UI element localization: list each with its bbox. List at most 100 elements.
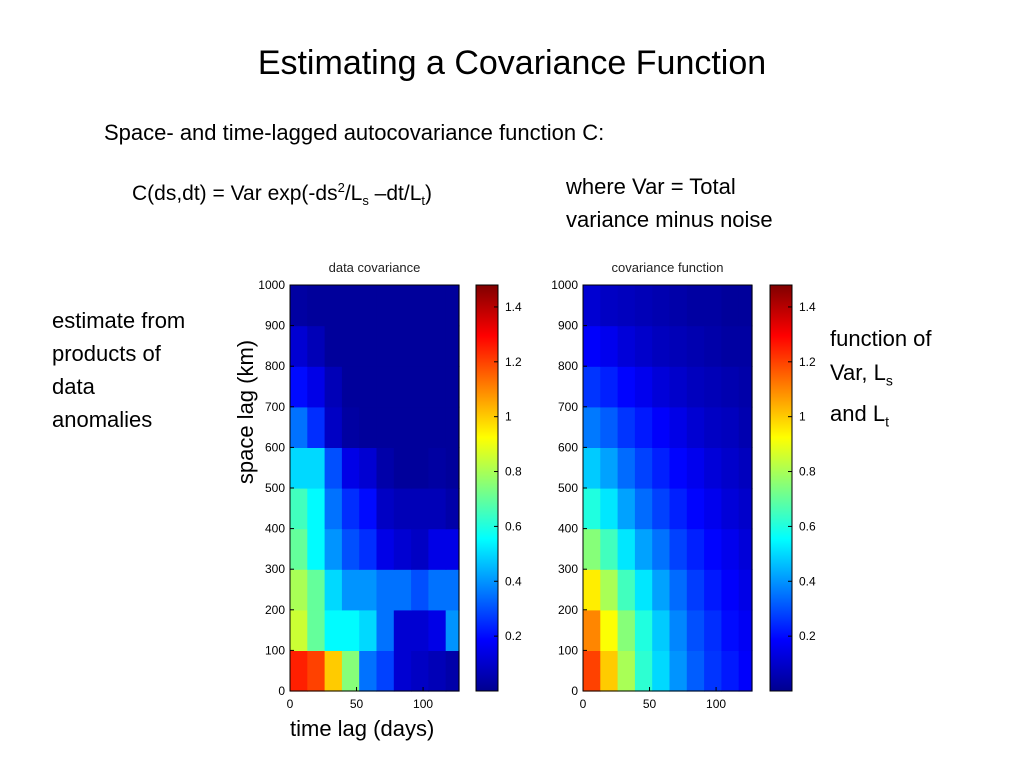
x-tick-label: 50 (350, 697, 364, 711)
heatmap-cell (376, 406, 395, 448)
heatmap-title-1: data covariance (329, 260, 421, 275)
heatmap-cell (411, 447, 429, 489)
heatmap-cell (445, 488, 460, 530)
heatmap-cell (738, 569, 753, 611)
heatmap-cell (738, 366, 753, 408)
heatmap-cell (307, 285, 326, 327)
colorbar-tick-label: 1.2 (799, 355, 816, 369)
colorbar-tick-label: 0.8 (505, 465, 522, 479)
heatmap-cell (290, 569, 308, 611)
heatmap-cell (393, 650, 412, 692)
variance-note-line-1: where Var = Total (566, 174, 736, 199)
left-annotation-line-3: data (52, 374, 95, 399)
heatmap-cell (341, 366, 360, 408)
heatmap-cell (324, 528, 343, 570)
y-tick-label: 0 (571, 684, 578, 698)
heatmap-cell (583, 609, 601, 651)
left-annotation-line-2: products of (52, 341, 161, 366)
heatmap-cell (428, 650, 447, 692)
heatmap-cell (290, 488, 308, 530)
heatmap-cell (686, 569, 705, 611)
heatmap-cell (634, 406, 653, 448)
colorbar-tick-label: 0.2 (799, 629, 816, 643)
right-annotation: function of Var, Ls and Lt (830, 322, 932, 439)
heatmap-cell (376, 609, 395, 651)
heatmap-cell (634, 488, 653, 530)
heatmap-cell (324, 447, 343, 489)
heatmap-cell (290, 528, 308, 570)
heatmap-cell (290, 366, 308, 408)
heatmap-cell (617, 488, 636, 530)
heatmap-cell (445, 569, 460, 611)
heatmap-cell (393, 406, 412, 448)
y-tick-label: 300 (558, 562, 578, 576)
heatmap-cell (307, 447, 326, 489)
heatmap-cell (704, 569, 722, 611)
colorbar-tick-label: 1 (505, 410, 512, 424)
heatmap-cell (341, 325, 360, 367)
heatmap-cell (600, 528, 619, 570)
heatmap-cell (445, 528, 460, 570)
heatmap-cell (290, 325, 308, 367)
heatmap-cell (652, 325, 671, 367)
heatmap-cell (341, 406, 360, 448)
colorbar-tick-label: 0.4 (799, 574, 816, 588)
y-tick-label: 100 (265, 643, 285, 657)
heatmap-cell (669, 609, 688, 651)
y-tick-label: 900 (558, 319, 578, 333)
heatmap-cell (290, 609, 308, 651)
heatmap-cell (324, 569, 343, 611)
heatmap-cell (738, 488, 753, 530)
heatmap-cell (583, 406, 601, 448)
heatmap-cell (290, 406, 308, 448)
y-tick-label: 300 (265, 562, 285, 576)
heatmap-cell (600, 650, 619, 692)
heatmap-cell (324, 325, 343, 367)
heatmap-cell (686, 650, 705, 692)
heatmap-cell (669, 488, 688, 530)
heatmap-cell (411, 325, 429, 367)
heatmap-cell (583, 488, 601, 530)
y-tick-label: 0 (278, 684, 285, 698)
colorbar-tick-label: 0.8 (799, 465, 816, 479)
x-tick-label: 0 (287, 697, 294, 711)
heatmap-cell (393, 528, 412, 570)
y-tick-label: 400 (558, 522, 578, 536)
heatmap-cell (376, 650, 395, 692)
heatmap-cell (704, 488, 722, 530)
heatmap-cell (617, 366, 636, 408)
heatmap-cell (738, 447, 753, 489)
variance-note-line-2: variance minus noise (566, 207, 773, 232)
heatmap-cell (359, 488, 378, 530)
heatmap-title-2: covariance function (611, 260, 723, 275)
heatmap-cell (721, 325, 740, 367)
heatmap-cell (341, 609, 360, 651)
heatmap-cell (445, 650, 460, 692)
heatmap-cell (704, 650, 722, 692)
left-annotation-line-4: anomalies (52, 407, 153, 432)
slide-title: Estimating a Covariance Function (257, 44, 767, 82)
heatmap-cell (634, 650, 653, 692)
heatmap-cell (600, 325, 619, 367)
heatmap-cell (393, 488, 412, 530)
heatmap-cell (652, 366, 671, 408)
heatmap-cell (721, 488, 740, 530)
heatmap-cell (634, 447, 653, 489)
colorbar-tick-label: 1 (799, 410, 806, 424)
heatmap-cell (600, 488, 619, 530)
heatmap-cell (686, 325, 705, 367)
heatmap-cell (376, 285, 395, 327)
heatmap-cell (583, 569, 601, 611)
heatmap-cell (393, 285, 412, 327)
heatmap-cell (738, 528, 753, 570)
colorbar-tick-label: 1.2 (505, 355, 522, 369)
formula-sup: 2 (337, 180, 345, 195)
heatmap-cell (583, 285, 601, 327)
heatmap-cell (428, 325, 447, 367)
right-annotation-line-3-text: and L (830, 401, 886, 427)
heatmap-cell (721, 569, 740, 611)
heatmap-cell (583, 447, 601, 489)
formula-mid: /L (344, 182, 363, 205)
heatmap-cell (359, 528, 378, 570)
heatmap-cell (721, 447, 740, 489)
